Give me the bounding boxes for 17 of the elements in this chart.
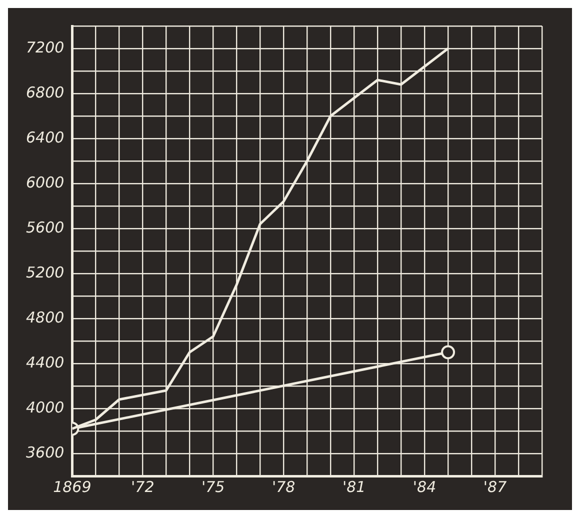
y-tick-label: 6800 (26, 83, 64, 102)
x-tick-label: '78 (272, 478, 296, 496)
y-tick-label: 4800 (26, 308, 64, 326)
x-tick-label: 1869 (53, 478, 92, 496)
y-tick-label: 5200 (26, 263, 64, 282)
y-tick-label: 7200 (26, 38, 64, 56)
y-tick-label: 3600 (26, 443, 64, 462)
y-tick-label: 4400 (26, 353, 64, 372)
y-tick-label: 5600 (26, 218, 64, 236)
x-tick-label: '81 (342, 478, 366, 496)
x-tick-label: '72 (131, 478, 154, 496)
x-tick-label: '84 (412, 478, 436, 496)
x-tick-label: '87 (483, 478, 508, 496)
y-tick-label: 6000 (26, 173, 64, 192)
x-tick-label: '75 (202, 478, 225, 496)
y-tick-label: 6400 (26, 128, 64, 146)
y-tick-label: 4000 (26, 398, 64, 416)
